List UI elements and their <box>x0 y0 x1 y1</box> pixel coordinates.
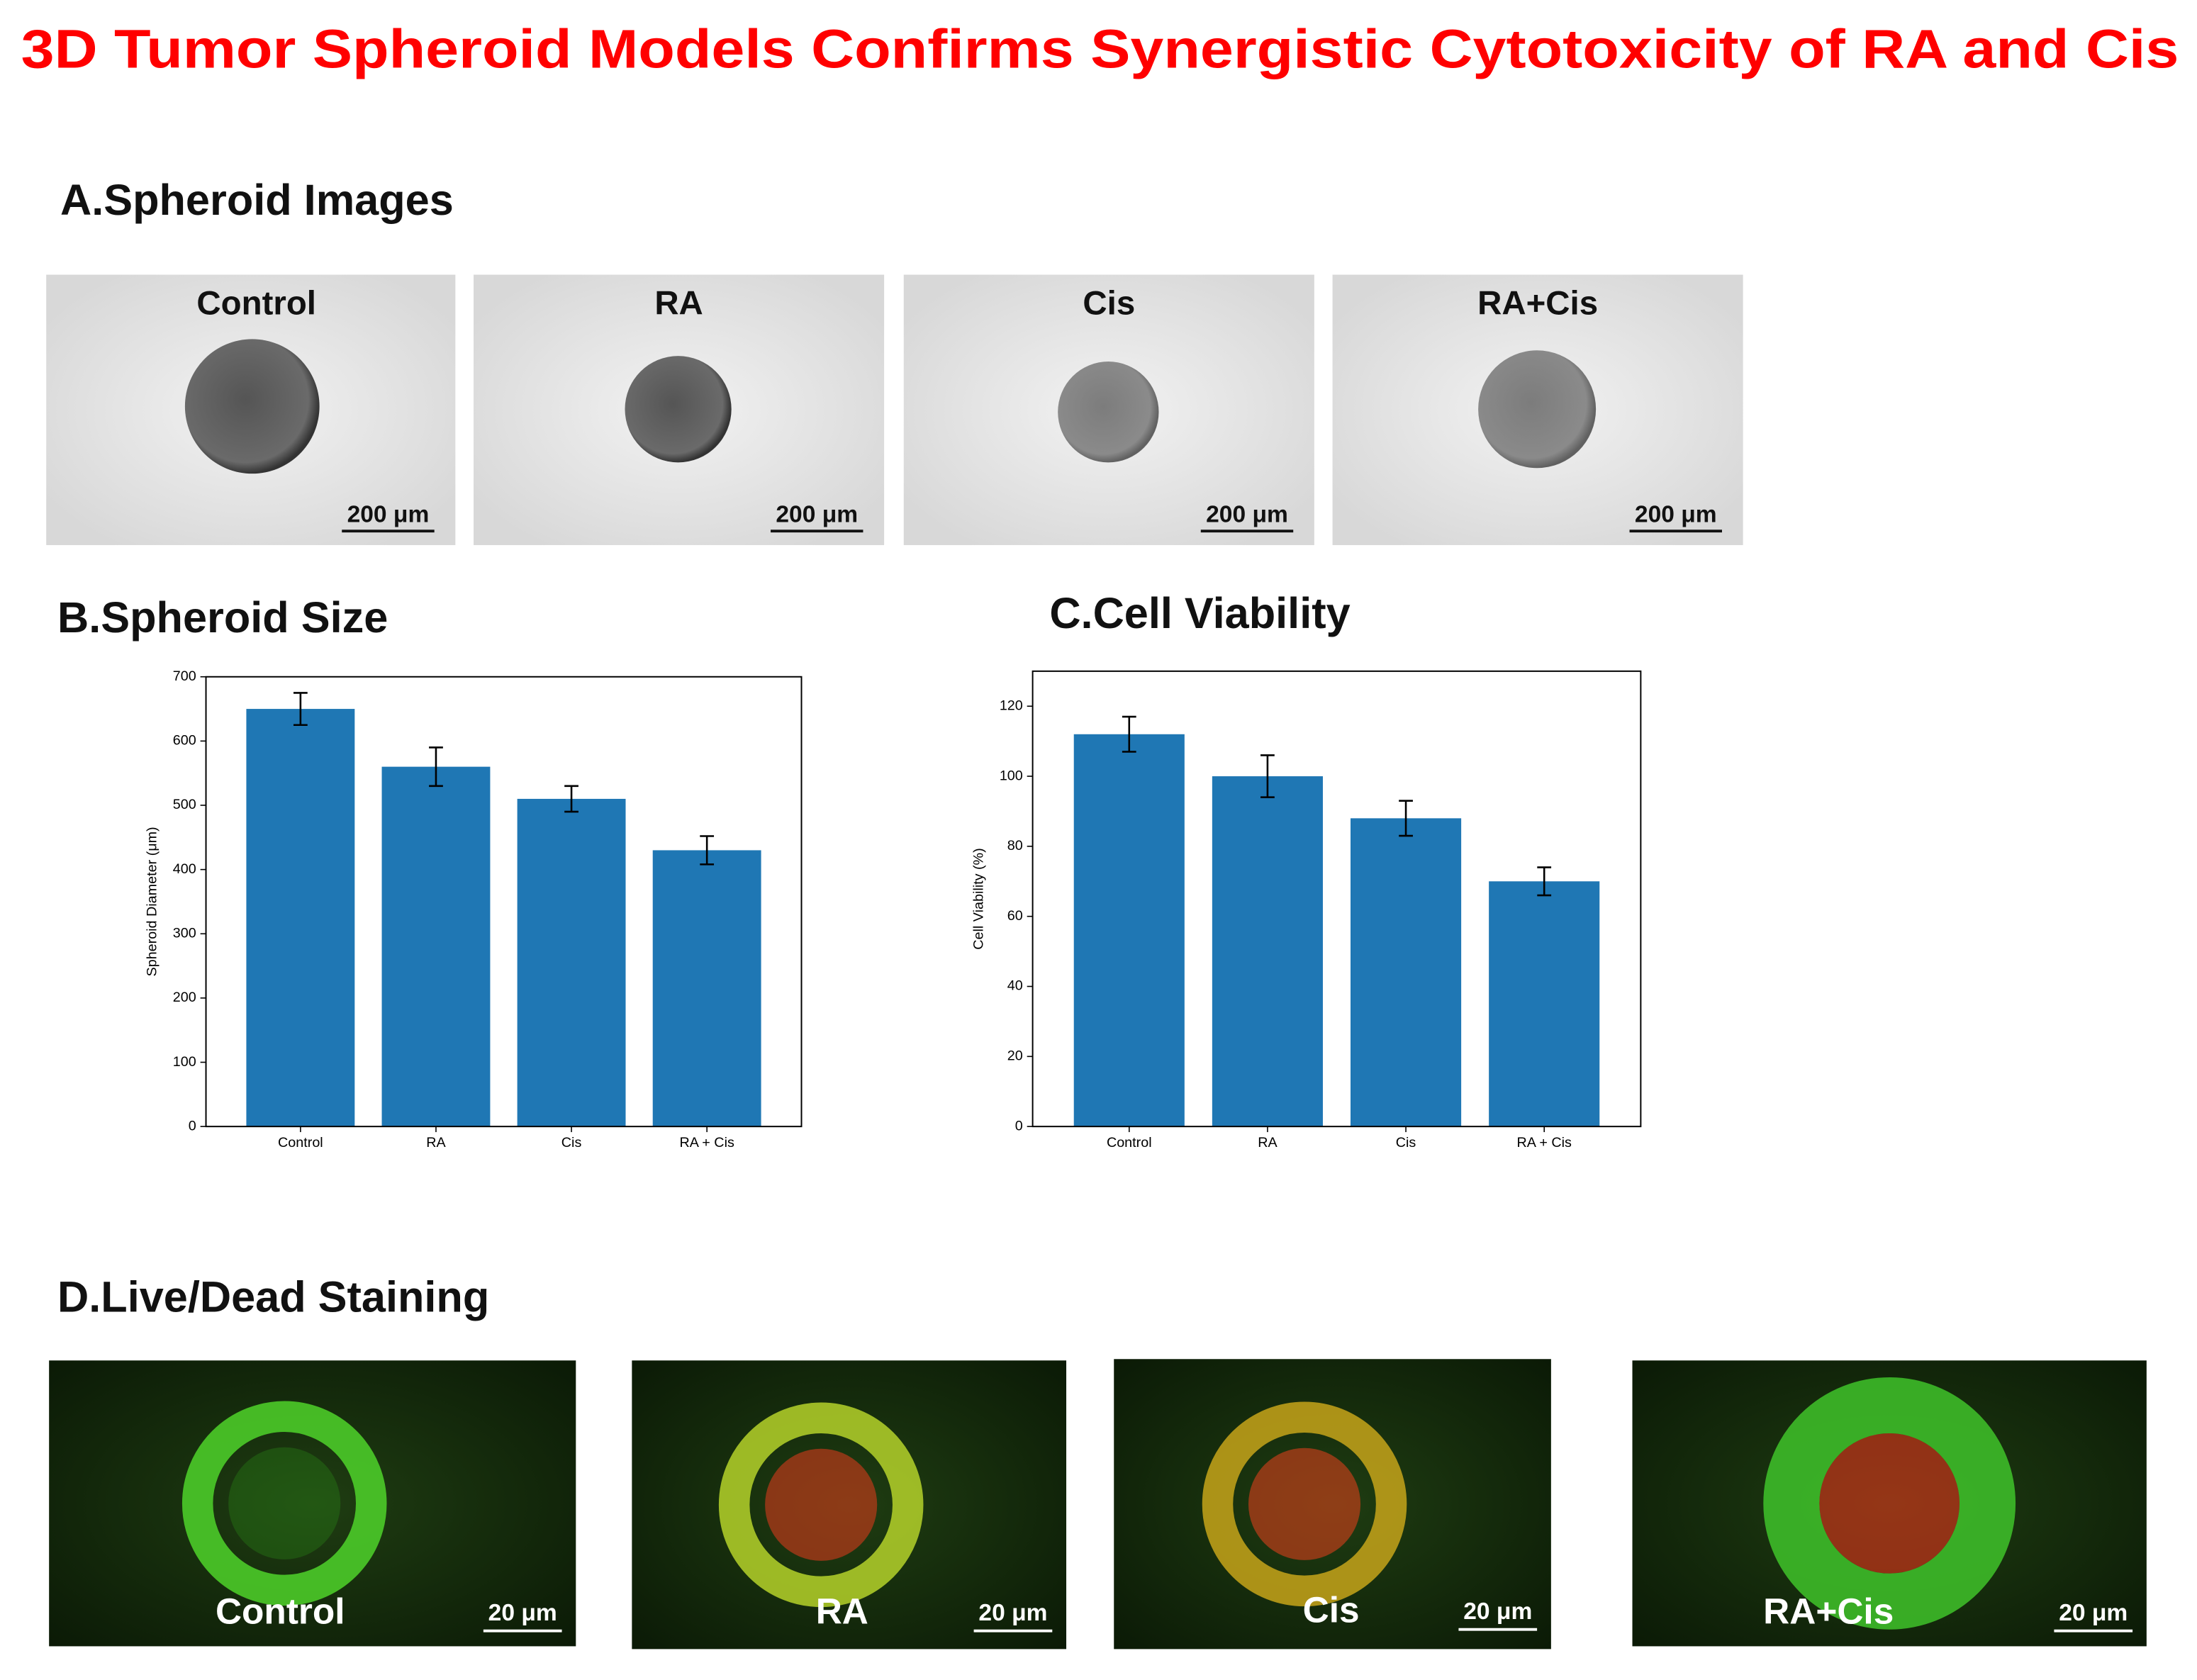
scale-bar-label: 200 μm <box>347 501 430 527</box>
scale-bar-label: 20 μm <box>2059 1600 2128 1626</box>
error-bar <box>564 785 578 813</box>
y-tick-label: 300 <box>173 925 196 941</box>
spheroid-core <box>228 1447 341 1559</box>
chart-title: B.Spheroid Size <box>57 593 388 642</box>
x-tick-label: RA <box>1258 1135 1278 1150</box>
scale-bar-label: 200 μm <box>1206 501 1288 527</box>
y-tick-label: 100 <box>173 1054 196 1070</box>
x-tick-label: Control <box>278 1135 323 1150</box>
y-tick-label: 400 <box>173 861 196 877</box>
y-tick-label: 200 <box>173 990 196 1005</box>
y-tick-label: 80 <box>1007 838 1023 853</box>
image-label: RA <box>654 285 703 323</box>
y-tick-label: 100 <box>1000 768 1023 783</box>
scale-bar-label: 20 μm <box>978 1600 1047 1626</box>
y-tick-label: 0 <box>1015 1118 1023 1133</box>
spheroid-ring <box>181 1401 387 1606</box>
scale-bar-label: 200 μm <box>1635 501 1717 527</box>
scale-bar-label: 20 μm <box>1463 1598 1532 1625</box>
image-label: Cis <box>1303 1589 1360 1630</box>
plot-frame <box>1032 670 1642 1128</box>
spheroid-core <box>765 1448 878 1561</box>
x-tick-label: RA + Cis <box>1517 1135 1572 1150</box>
bar <box>652 850 761 1127</box>
panel-heading: A.Spheroid Images <box>60 176 454 224</box>
spheroid <box>625 356 732 463</box>
spheroid-core <box>1819 1433 1960 1574</box>
scale-bar-label: 200 μm <box>776 501 858 527</box>
plot-frame <box>205 676 803 1128</box>
spheroid <box>1058 362 1159 463</box>
x-tick-label: RA + Cis <box>679 1135 734 1150</box>
image-label: RA+Cis <box>1763 1591 1894 1632</box>
y-tick-label: 0 <box>189 1118 196 1133</box>
y-tick-label: 120 <box>1000 698 1023 713</box>
bar <box>1351 818 1462 1127</box>
image-label: Control <box>196 285 316 323</box>
spheroid-ring <box>718 1402 924 1608</box>
y-tick-label: 60 <box>1007 908 1023 924</box>
bar <box>1489 881 1600 1127</box>
x-tick-label: Control <box>1107 1135 1152 1150</box>
spheroid-core <box>1248 1447 1361 1560</box>
image-label: Control <box>216 1591 345 1632</box>
scale-bar-label: 20 μm <box>488 1600 557 1626</box>
x-tick-label: Cis <box>1396 1135 1416 1150</box>
spheroid <box>184 339 320 474</box>
y-tick-label: 600 <box>173 733 196 749</box>
spheroid <box>1478 350 1597 469</box>
x-tick-label: Cis <box>561 1135 582 1150</box>
error-bar <box>1260 754 1275 799</box>
y-axis-label: Spheroid Diameter (μm) <box>145 827 160 976</box>
bar <box>1212 776 1323 1127</box>
y-axis-label: Cell Viability (%) <box>971 848 987 949</box>
y-tick-label: 20 <box>1007 1048 1023 1064</box>
bar <box>246 709 355 1127</box>
bar <box>1073 734 1185 1127</box>
bar <box>381 766 491 1127</box>
error-bar <box>700 835 715 866</box>
image-label: Cis <box>1083 285 1135 323</box>
x-tick-label: RA <box>426 1135 446 1150</box>
bar <box>517 798 626 1127</box>
image-label: RA <box>816 1591 868 1632</box>
image-label: RA+Cis <box>1477 285 1598 323</box>
error-bar <box>1537 866 1552 897</box>
error-bar <box>429 746 443 788</box>
error-bar <box>293 692 308 727</box>
figure-title: 3D Tumor Spheroid Models Confirms Synerg… <box>21 19 2179 80</box>
error-bar <box>1122 715 1136 753</box>
spheroid-ring <box>1202 1401 1407 1607</box>
error-bar <box>1399 800 1413 837</box>
y-tick-label: 700 <box>173 668 196 684</box>
panel-heading: D.Live/Dead Staining <box>57 1272 489 1321</box>
chart-title: C.Cell Viability <box>1049 589 1350 637</box>
y-tick-label: 40 <box>1007 978 1023 994</box>
spheroid-ring <box>1763 1377 2016 1630</box>
y-tick-label: 500 <box>173 797 196 812</box>
